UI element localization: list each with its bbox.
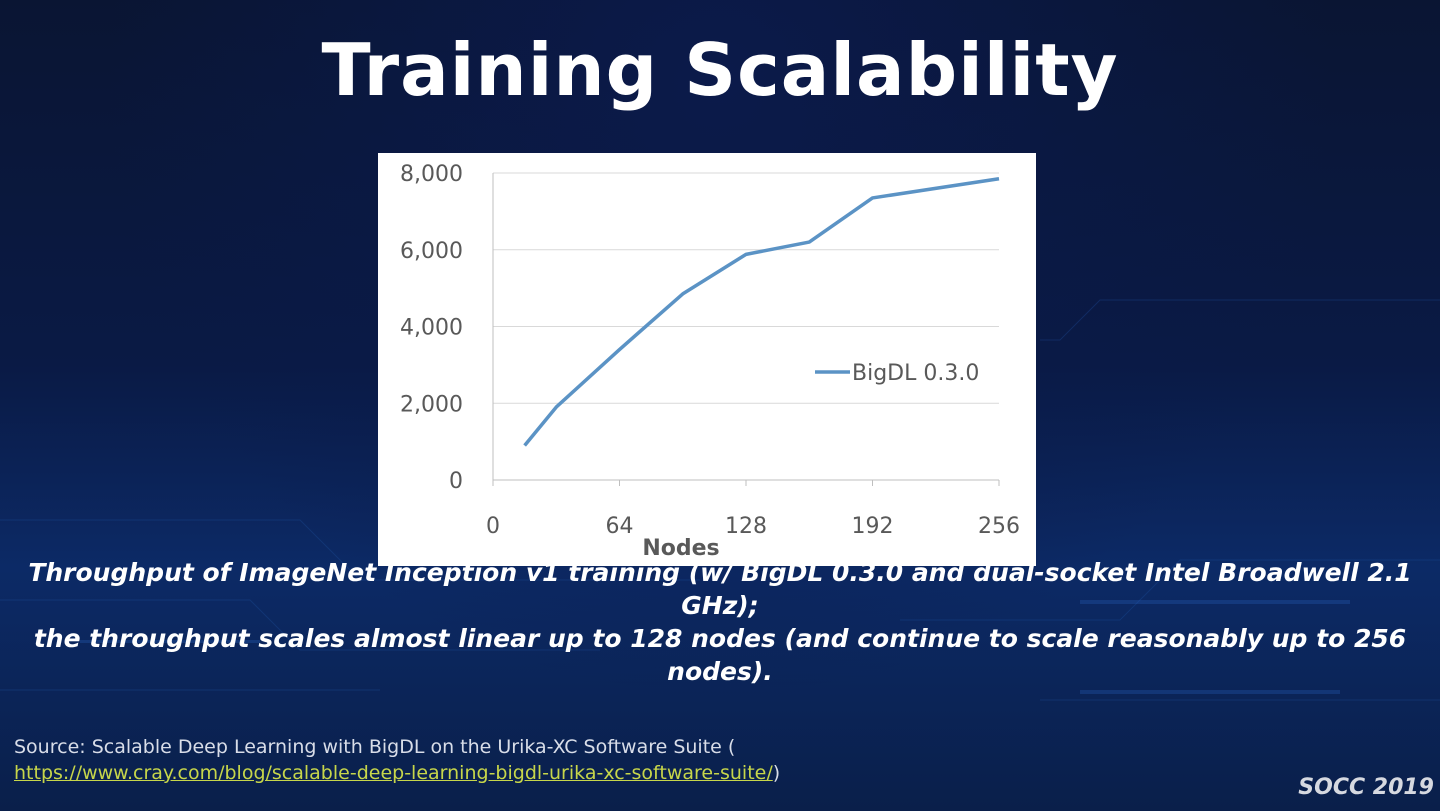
slide-title: Training Scalability	[321, 28, 1119, 112]
y-tick-label: 8,000	[400, 162, 463, 187]
source-prefix: Source: Scalable Deep Learning with BigD…	[14, 736, 736, 758]
y-tick-label: 6,000	[400, 239, 463, 264]
caption-line-1: Throughput of ImageNet Inception v1 trai…	[28, 558, 1412, 620]
series-line	[523, 177, 1000, 447]
footer-label: SOCC 2019	[1298, 775, 1434, 800]
source-link[interactable]: https://www.cray.com/blog/scalable-deep-…	[14, 762, 773, 784]
chart-panel: 0 2,000 4,000 6,000 8,000 0 64 128 192 256 Nodes Bi…	[378, 153, 1036, 566]
y-tick-label: 2,000	[400, 392, 463, 417]
y-tick-label: 0	[449, 469, 463, 494]
x-tick-label: 0	[486, 514, 500, 539]
throughput-line-chart: 0 2,000 4,000 6,000 8,000 0 64 128 192 256 Nodes Bi…	[400, 162, 1020, 561]
source-suffix: )	[772, 762, 781, 784]
x-tick-label: 64	[606, 514, 634, 539]
x-tick-label: 192	[852, 514, 894, 539]
x-tick-label: 128	[725, 514, 767, 539]
chart-caption: Throughput of ImageNet Inception v1 trai…	[20, 556, 1420, 688]
y-tick-label: 4,000	[400, 316, 463, 341]
x-tick-label: 256	[978, 514, 1020, 539]
source-citation: Source: Scalable Deep Learning with BigD…	[14, 734, 1114, 786]
x-axis-title: Nodes	[642, 536, 719, 561]
caption-line-2: the throughput scales almost linear up t…	[33, 624, 1407, 686]
legend-label: BigDL 0.3.0	[852, 361, 979, 386]
